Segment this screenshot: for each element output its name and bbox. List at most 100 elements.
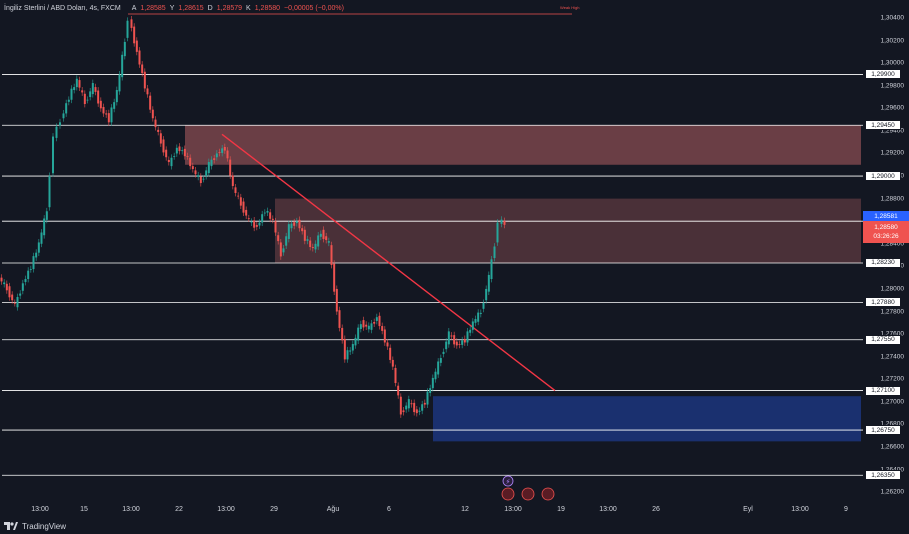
candle-body [279,242,282,257]
candle-body [186,156,189,157]
candle-body [73,87,76,91]
candle-body [389,347,392,360]
candle-body [405,405,408,410]
time-tick-label: 13:00 [599,506,617,513]
candle-body [399,396,402,415]
candle-body [466,331,469,343]
candle-body [413,402,416,413]
candle-body [301,228,304,232]
candle-body [407,399,410,409]
candle-body [37,242,40,253]
close-label: K [246,4,251,12]
candle-body [55,126,58,138]
candle-body [67,99,70,102]
candle-body [461,340,464,345]
candle-body [245,209,248,216]
candle-body [8,286,11,298]
candle-body [351,344,354,351]
level-price-box: 1,29000 [865,171,901,182]
candle-body [143,71,146,89]
candle-body [314,243,317,250]
candle-body [274,221,277,233]
open-value: 1,28585 [140,4,166,12]
time-tick-label: Eyl [743,506,753,513]
candle-body [391,359,394,367]
candle-body [62,113,65,119]
price-tick-label: 1,29400 [880,127,905,135]
candle-body [70,88,73,100]
candle-body [442,351,445,354]
time-tick-label: 29 [270,506,278,513]
time-tick-label: 13:00 [122,506,140,513]
supply-zone-lower [275,198,861,263]
candle-body [189,157,192,167]
time-tick-label: 9 [844,506,848,513]
candle-body [445,341,448,350]
candle-body [485,288,488,301]
candle-body [215,153,218,158]
candle-body [490,259,493,280]
chart-legend: İngiliz Sterlini / ABD Doları, 4s, FXCM … [4,1,344,15]
candle-body [375,317,378,321]
candle-body [293,222,296,226]
economic-event-flag-icon-2 [541,487,555,501]
candle-body [426,391,429,405]
candle-body [146,88,149,95]
candle-body [453,335,456,345]
price-tick-label: 1,28400 [880,240,905,248]
demand-zone [433,396,861,442]
time-tick-label: 13:00 [217,506,235,513]
candle-body [477,312,480,322]
candle-body [429,388,432,393]
economic-event-flag-icon-0 [501,487,515,501]
candle-body [346,350,349,360]
candle-body [255,224,258,227]
candle-body [463,338,466,343]
level-price-box: 1,27100 [865,385,901,396]
candle-body [394,367,397,384]
candle-body [487,274,490,292]
candle-body [258,222,261,226]
high-value: 1,28615 [178,4,204,12]
time-tick-label: 13:00 [504,506,522,513]
candle-body [343,338,346,360]
candle-body [247,218,250,220]
candle-body [218,152,221,153]
event-lightning-icon [502,475,514,487]
candle-body [303,229,306,241]
candle-body [121,54,124,78]
candle-body [167,159,170,163]
candle-body [199,176,202,184]
candle-body [89,91,92,98]
candle-body [32,256,35,270]
tradingview-brand[interactable]: TradingView [4,521,66,531]
candle-body [105,113,108,115]
candle-body [479,312,482,314]
price-tick-label: 1,28000 [880,285,905,293]
candle-body [234,187,237,193]
candle-body [170,157,173,167]
candle-body [271,218,274,220]
economic-event-flag-icon-1 [521,487,535,501]
price-tick-label: 1,27600 [881,331,905,338]
candle-body [311,247,314,249]
candle-body [421,404,424,411]
candle-body [123,41,126,57]
candle-body [191,166,194,170]
candle-body [423,402,426,405]
candle-body [410,403,413,405]
candle-body [434,371,437,380]
weak-high-label: Weak High [560,5,580,10]
candle-body [359,324,362,329]
candle-body [402,410,405,413]
candle-body [450,335,453,337]
candle-body [287,224,290,239]
candle-body [322,229,325,239]
time-tick-label: 13:00 [31,506,49,513]
candle-body [115,90,118,103]
candle-body [282,248,285,253]
candle-body [65,103,68,114]
time-axis[interactable]: 13:00 15 13:00 22 13:00 29 Ağu 6 12 13:00 19 13:00 2… [0,504,863,518]
candle-body [113,102,116,109]
